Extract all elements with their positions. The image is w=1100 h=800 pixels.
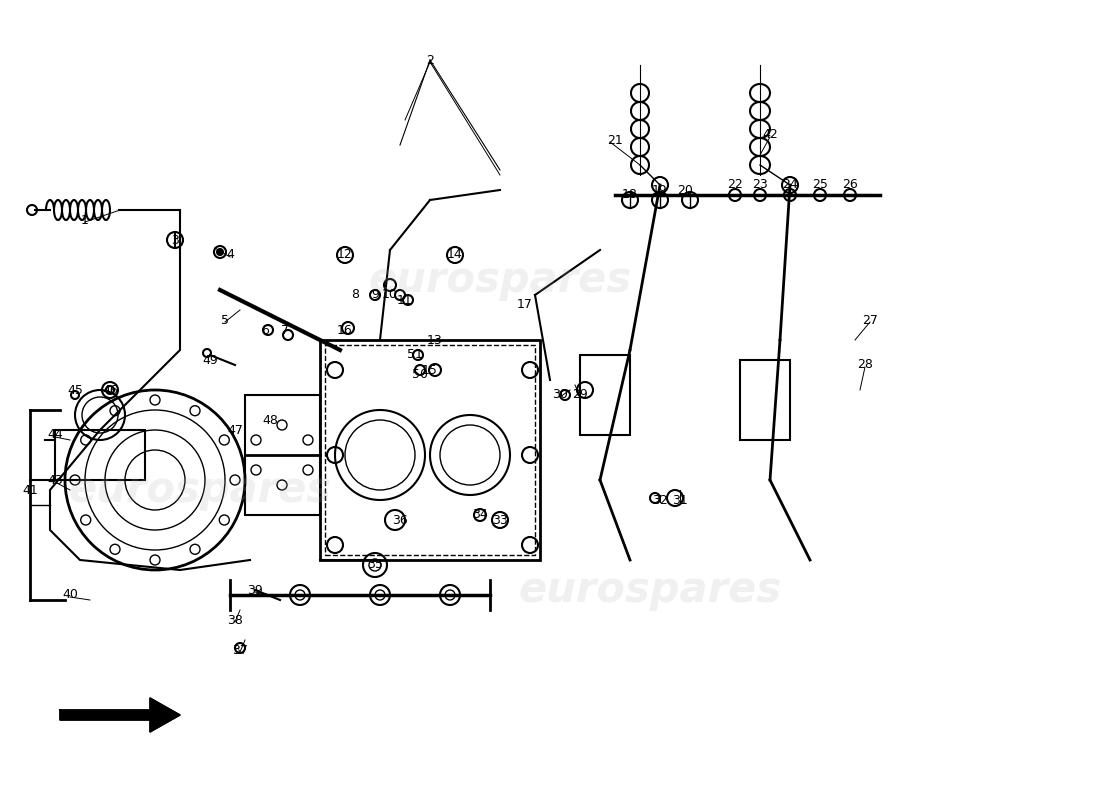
Text: 26: 26 [843,178,858,191]
Text: 7: 7 [280,323,289,337]
Text: 44: 44 [47,429,63,442]
Bar [245,395,320,515]
Text: 16: 16 [337,323,353,337]
Text: eurospares: eurospares [368,259,631,301]
Text: 40: 40 [62,589,78,602]
Text: 3: 3 [172,234,179,246]
Text: 48: 48 [262,414,278,426]
Text: 19: 19 [652,183,668,197]
Text: 35: 35 [367,558,383,571]
Bar [55,430,145,480]
Text: 36: 36 [392,514,408,526]
Text: 20: 20 [678,183,693,197]
Text: 46: 46 [102,383,118,397]
Text: 39: 39 [248,583,263,597]
Text: 17: 17 [517,298,532,311]
Text: 1: 1 [81,214,89,226]
Text: 8: 8 [351,289,359,302]
Text: 5: 5 [221,314,229,326]
Text: 23: 23 [752,178,768,191]
Text: 24: 24 [782,178,797,191]
Text: 32: 32 [652,494,668,506]
Text: 14: 14 [447,249,463,262]
Text: 15: 15 [422,363,438,377]
Text: 47: 47 [227,423,243,437]
Text: 41: 41 [22,483,37,497]
Text: 25: 25 [812,178,828,191]
Text: 51: 51 [407,349,422,362]
Text: 9: 9 [371,289,378,302]
Bar [740,360,790,440]
Text: 4: 4 [227,249,234,262]
Text: 10: 10 [382,289,398,302]
Text: 18: 18 [623,189,638,202]
Bar [324,345,535,555]
Text: 42: 42 [762,129,778,142]
Text: eurospares: eurospares [518,569,782,611]
Text: 27: 27 [862,314,878,326]
Text: 37: 37 [232,643,248,657]
Text: eurospares: eurospares [68,469,331,511]
Text: 43: 43 [47,474,63,486]
Text: 34: 34 [472,509,488,522]
Text: 50: 50 [412,369,428,382]
Text: 30: 30 [552,389,568,402]
Text: 33: 33 [492,514,508,526]
Polygon shape [60,698,180,732]
Bar [320,340,540,560]
Bar [580,355,630,435]
Text: 6: 6 [261,323,268,337]
Text: 28: 28 [857,358,873,371]
Text: 22: 22 [727,178,742,191]
Text: 2: 2 [426,54,433,66]
Text: 45: 45 [67,383,82,397]
Circle shape [217,249,223,255]
Text: 11: 11 [397,294,412,306]
Text: 29: 29 [572,389,587,402]
Text: 31: 31 [672,494,688,506]
Text: 13: 13 [427,334,443,346]
Text: 21: 21 [607,134,623,146]
Text: 49: 49 [202,354,218,366]
Text: 12: 12 [337,249,353,262]
Text: 38: 38 [227,614,243,626]
